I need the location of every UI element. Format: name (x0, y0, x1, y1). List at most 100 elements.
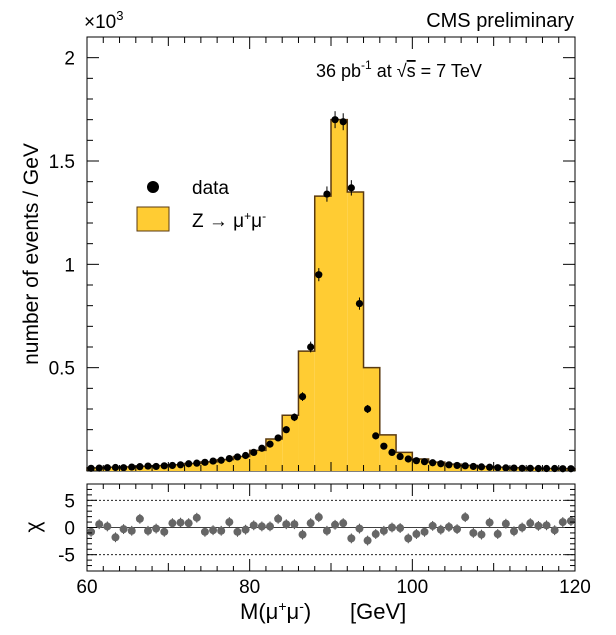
data-point (315, 271, 323, 279)
chi-point (233, 527, 242, 536)
chi-point (469, 528, 478, 537)
chi-point (542, 521, 551, 530)
chi-point (428, 521, 437, 530)
data-point (347, 184, 355, 192)
mc-bin (282, 415, 299, 471)
chi-point (217, 526, 226, 535)
data-point (242, 451, 250, 460)
data-point (193, 459, 201, 467)
mc-histogram (86, 118, 576, 472)
y-axis-title: number of events / GeV (20, 143, 43, 365)
chi-point (331, 520, 340, 529)
chi-point (119, 525, 128, 534)
chi-point (379, 526, 388, 535)
chi-point (461, 513, 470, 522)
data-point (396, 452, 404, 461)
chi-point (192, 513, 201, 522)
data-point (111, 463, 120, 472)
x-tick-label: 100 (396, 577, 428, 598)
chi-y-tick-label: -5 (58, 546, 75, 567)
chi-axis-title: χ (22, 521, 45, 532)
chi-point (404, 534, 413, 543)
mc-bin (87, 467, 104, 471)
x-axis-title: M(μ+μ-) (240, 598, 311, 624)
data-point (380, 442, 388, 450)
chi-points (87, 512, 575, 546)
data-point (176, 461, 185, 469)
data-point (136, 463, 144, 471)
mc-bin (542, 468, 559, 471)
chi-point (566, 516, 575, 525)
chi-point (550, 526, 559, 535)
data-point (201, 458, 209, 466)
data-point (217, 456, 225, 464)
data-point (534, 464, 543, 473)
data-point (225, 455, 233, 463)
data-point (266, 440, 274, 448)
data-point (168, 461, 176, 470)
mc-bin (200, 461, 218, 471)
mc-bin (526, 468, 543, 471)
data-point (250, 448, 258, 456)
data-point (290, 413, 298, 421)
mc-bin (509, 467, 527, 471)
chi-point (282, 520, 291, 529)
chi-point (160, 527, 169, 536)
data-point (429, 459, 437, 467)
mc-bin (298, 351, 315, 471)
data-point (160, 462, 168, 470)
data-point (209, 457, 217, 465)
mc-bin (168, 464, 185, 471)
chi-point (493, 530, 502, 539)
chi-point (152, 524, 161, 533)
chi-y-tick-label: 0 (64, 519, 75, 540)
data-point (372, 432, 380, 440)
data-point (95, 464, 103, 472)
mc-bin (363, 367, 380, 471)
mc-bin (152, 465, 169, 471)
legend-data-marker (147, 181, 159, 193)
data-point (477, 463, 486, 471)
data-point (510, 464, 518, 472)
mc-bin (477, 466, 494, 471)
chi-point (444, 522, 453, 531)
x-axis-ticks-top (86, 37, 576, 471)
data-point (502, 464, 510, 472)
chi-point (534, 521, 543, 530)
mc-bin (444, 464, 462, 471)
data-point (103, 464, 111, 472)
chi-point (396, 524, 405, 533)
chi-point (144, 526, 152, 535)
data-point (307, 343, 315, 351)
chi-point (209, 526, 218, 535)
cms-label: CMS preliminary (426, 10, 574, 32)
x-axis-unit: [GeV] (350, 599, 406, 624)
data-point (526, 464, 534, 472)
data-point (445, 461, 453, 469)
chi-point (95, 520, 104, 529)
data-point (486, 463, 494, 471)
mc-bin (314, 196, 331, 471)
chi-point (558, 518, 567, 527)
chi-point (526, 519, 535, 528)
data-point (128, 463, 136, 471)
data-point (453, 461, 461, 470)
data-point (518, 464, 526, 472)
chi-point (249, 521, 258, 530)
chi-point (127, 526, 136, 535)
mc-bin (461, 465, 478, 471)
data-point (233, 453, 242, 461)
chi-point (347, 534, 356, 543)
chi-point (103, 522, 112, 531)
mc-bin (217, 459, 234, 471)
data-point (323, 190, 331, 198)
chi-point (200, 527, 209, 536)
chi-point (339, 519, 348, 528)
chi-point (306, 519, 315, 528)
data-point (388, 448, 396, 456)
x-tick-label: 120 (559, 577, 591, 598)
data-points (87, 111, 575, 473)
y-axis-ticks: 0.5 1 1.5 2 (49, 36, 575, 472)
chi-reference-lines (87, 499, 575, 556)
